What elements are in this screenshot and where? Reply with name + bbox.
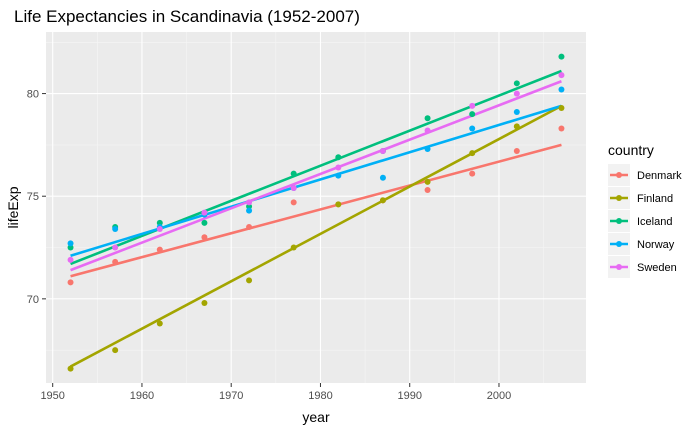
point-iceland [290, 170, 297, 177]
trend-line-norway [70, 104, 562, 257]
point-norway [67, 240, 74, 247]
point-sweden [67, 256, 74, 263]
point-finland [67, 365, 74, 372]
x-axis-ticks: 1950 1960 1970 1980 1990 2000 [40, 383, 511, 402]
point-sweden [558, 72, 565, 79]
point-iceland [558, 53, 565, 60]
point-sweden [424, 127, 431, 134]
point-denmark [112, 258, 119, 265]
y-axis-title: lifeExp [5, 186, 21, 228]
point-sweden [469, 102, 476, 109]
point-denmark [558, 125, 565, 132]
point-denmark [156, 246, 163, 253]
point-iceland [201, 219, 208, 226]
x-axis-title: year [302, 409, 330, 425]
point-finland [335, 201, 342, 208]
point-finland [246, 277, 253, 284]
point-finland [558, 104, 565, 111]
x-tick-label: 1980 [308, 390, 332, 402]
legend-label-finland: Finland [637, 193, 673, 205]
point-iceland [246, 203, 253, 210]
point-norway [112, 226, 119, 233]
legend-key-point [616, 241, 622, 247]
legend-key-point [616, 195, 622, 201]
point-finland [513, 123, 520, 130]
y-tick-label: 70 [27, 294, 39, 306]
data-points [67, 53, 565, 372]
x-tick-label: 2000 [487, 390, 511, 402]
point-iceland [335, 154, 342, 161]
point-denmark [201, 234, 208, 241]
minor-gridlines [46, 32, 586, 383]
y-axis-ticks: 70 75 80 [27, 89, 46, 306]
x-tick-label: 1990 [397, 390, 421, 402]
trend-lines [69, 69, 563, 368]
trend-line-finland [69, 104, 563, 368]
trend-line-sweden [70, 80, 562, 272]
point-finland [379, 197, 386, 204]
point-norway [558, 86, 565, 93]
point-iceland [513, 80, 520, 87]
point-iceland [156, 219, 163, 226]
point-denmark [67, 279, 74, 286]
point-denmark [513, 148, 520, 155]
point-sweden [379, 148, 386, 155]
point-finland [424, 178, 431, 185]
point-sweden [246, 199, 253, 206]
legend-key-point [616, 172, 622, 178]
point-iceland [469, 111, 476, 118]
y-tick-label: 80 [27, 89, 39, 101]
legend-label-norway: Norway [637, 239, 675, 251]
legend-label-iceland: Iceland [637, 216, 672, 228]
legend-key-point [616, 264, 622, 270]
point-iceland [424, 115, 431, 122]
legend-items: Denmark Finland Iceland Norway Sweden [608, 164, 682, 278]
trend-line-denmark [70, 143, 562, 278]
point-finland [156, 320, 163, 327]
legend-label-denmark: Denmark [637, 170, 682, 182]
legend: country Denmark Finland Iceland Norway Swede… [608, 142, 682, 278]
y-tick-label: 75 [27, 191, 39, 203]
point-sweden [156, 226, 163, 233]
point-sweden [112, 244, 119, 251]
point-sweden [335, 164, 342, 171]
legend-key-point [616, 218, 622, 224]
point-norway [246, 207, 253, 214]
point-finland [469, 150, 476, 157]
point-norway [513, 109, 520, 116]
point-denmark [469, 170, 476, 177]
point-norway [469, 125, 476, 132]
point-norway [424, 146, 431, 152]
legend-title: country [608, 142, 654, 158]
point-sweden [290, 185, 297, 191]
point-norway [335, 172, 342, 179]
point-finland [290, 244, 297, 251]
point-finland [201, 299, 208, 306]
chart-title: Life Expectancies in Scandinavia (1952-2… [14, 7, 360, 26]
x-tick-label: 1970 [219, 390, 243, 402]
legend-label-sweden: Sweden [637, 262, 677, 274]
point-finland [112, 347, 119, 354]
point-denmark [290, 199, 297, 206]
point-norway [379, 174, 386, 181]
point-denmark [246, 224, 253, 230]
x-tick-label: 1960 [130, 390, 154, 402]
point-denmark [424, 187, 431, 194]
point-sweden [201, 209, 208, 216]
plot-panel [46, 32, 586, 383]
point-sweden [513, 90, 520, 97]
x-tick-label: 1950 [40, 390, 64, 402]
point-iceland [67, 244, 74, 251]
